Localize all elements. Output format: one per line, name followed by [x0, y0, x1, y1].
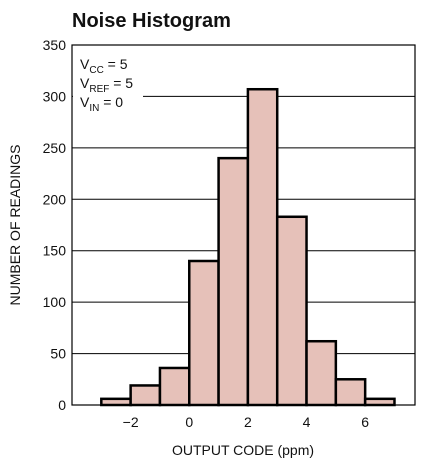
bar	[363, 397, 396, 407]
x-tick-label: −2	[123, 414, 139, 430]
annotation: VCC = 5	[80, 56, 128, 76]
x-axis-label: OUTPUT CODE (ppm)	[172, 442, 314, 458]
y-tick-label: 100	[43, 294, 67, 310]
bar	[129, 384, 162, 407]
annotation-rest: = 5	[109, 75, 133, 91]
y-tick-label: 0	[58, 397, 66, 413]
chart-title: Noise Histogram	[72, 10, 231, 32]
y-tick-label: 50	[50, 346, 66, 362]
y-tick-label: 200	[43, 191, 67, 207]
y-tick-label: 350	[43, 37, 67, 53]
annotation-base: V	[80, 94, 90, 110]
annotation-sub: REF	[89, 84, 109, 95]
annotation: VIN = 0	[80, 94, 123, 114]
annotation-rest: = 0	[99, 94, 123, 110]
annotation-bg	[73, 46, 143, 124]
x-tick-label: 6	[361, 414, 369, 430]
bar	[217, 156, 250, 407]
annotation-sub: IN	[89, 103, 99, 114]
annotation-base: V	[80, 75, 90, 91]
y-tick-label: 250	[43, 140, 67, 156]
bar	[305, 339, 338, 407]
y-tick-label: 300	[43, 88, 67, 104]
x-tick-label: 0	[185, 414, 193, 430]
annotation-base: V	[80, 56, 90, 72]
bar	[100, 397, 132, 407]
y-axis-label: NUMBER OF READINGS	[7, 144, 23, 305]
plot-frame	[71, 44, 416, 406]
annotation-rest: = 5	[104, 56, 128, 72]
bar	[275, 215, 308, 407]
bar	[158, 366, 191, 407]
x-tick-label: 2	[244, 414, 252, 430]
bar	[188, 259, 220, 407]
annotation: VREF = 5	[80, 75, 133, 95]
x-tick-label: 4	[303, 414, 311, 430]
bar	[246, 87, 279, 407]
annotation-sub: CC	[89, 65, 103, 76]
y-tick-label: 150	[43, 243, 67, 259]
bar	[334, 378, 367, 407]
